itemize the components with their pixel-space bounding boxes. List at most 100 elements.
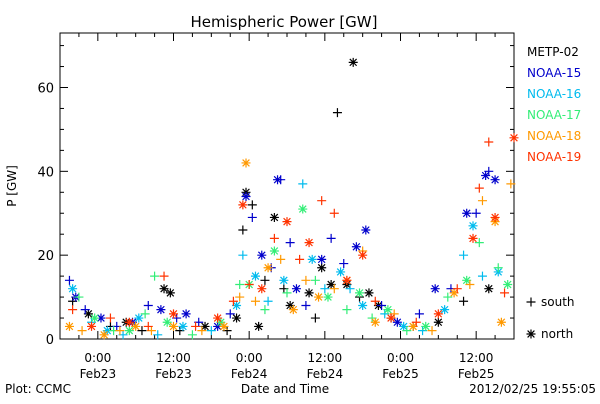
south-marker bbox=[443, 292, 453, 302]
north-marker bbox=[241, 158, 251, 168]
south-marker bbox=[332, 108, 342, 118]
south-marker bbox=[260, 305, 270, 315]
south-marker bbox=[459, 250, 469, 260]
south-marker bbox=[263, 296, 273, 306]
north-marker bbox=[216, 317, 226, 327]
north-marker bbox=[408, 321, 418, 331]
south-marker bbox=[235, 280, 245, 290]
south-marker bbox=[140, 309, 150, 319]
north-marker bbox=[213, 313, 223, 323]
north-marker bbox=[317, 254, 327, 264]
north-marker bbox=[361, 225, 371, 235]
x-tick-time-label: 0:00 bbox=[387, 351, 414, 365]
chart-title: Hemispheric Power [GW] bbox=[191, 13, 378, 31]
south-marker bbox=[493, 263, 503, 273]
y-tick-label: 20 bbox=[37, 249, 54, 264]
north-marker bbox=[285, 300, 295, 310]
plot-credit: Plot: CCMC bbox=[5, 382, 71, 396]
south-marker bbox=[471, 208, 481, 218]
south-marker bbox=[310, 313, 320, 323]
south-marker bbox=[143, 300, 153, 310]
south-marker bbox=[326, 233, 336, 243]
legend-entry: NOAA-16 bbox=[527, 87, 581, 101]
north-marker bbox=[96, 313, 106, 323]
north-marker bbox=[358, 300, 368, 310]
north-marker bbox=[348, 57, 358, 67]
south-marker bbox=[370, 296, 380, 306]
legend-entry: NOAA-19 bbox=[527, 150, 581, 164]
south-marker bbox=[329, 208, 339, 218]
x-tick-time-label: 0:00 bbox=[84, 351, 111, 365]
south-legend-symbol bbox=[526, 297, 536, 307]
south-marker bbox=[465, 280, 475, 290]
north-marker bbox=[304, 288, 314, 298]
x-tick-date-label: Feb25 bbox=[382, 367, 419, 381]
north-marker bbox=[232, 313, 242, 323]
north-marker bbox=[342, 275, 352, 285]
south-marker bbox=[105, 313, 115, 323]
north-marker bbox=[509, 133, 519, 143]
north-marker bbox=[254, 321, 264, 331]
north-marker bbox=[314, 292, 324, 302]
y-tick-label: 0 bbox=[46, 333, 54, 348]
south-marker bbox=[247, 212, 257, 222]
south-marker bbox=[64, 275, 74, 285]
legend-entry: NOAA-15 bbox=[527, 66, 581, 80]
south-marker bbox=[143, 321, 153, 331]
x-tick-date-label: Feb24 bbox=[231, 367, 268, 381]
x-tick-date-label: Feb23 bbox=[80, 367, 117, 381]
north-marker bbox=[462, 275, 472, 285]
south-marker bbox=[427, 326, 437, 336]
series-noaa-19 bbox=[68, 133, 519, 331]
north-marker bbox=[433, 309, 443, 319]
north-marker bbox=[490, 175, 500, 185]
x-tick-date-label: Feb25 bbox=[458, 367, 495, 381]
south-marker bbox=[276, 175, 286, 185]
legend-entry: NOAA-17 bbox=[527, 108, 581, 122]
south-marker bbox=[74, 292, 84, 302]
north-marker bbox=[162, 317, 172, 327]
north-marker bbox=[99, 330, 109, 340]
x-tick-time-label: 12:00 bbox=[459, 351, 494, 365]
south-marker bbox=[301, 300, 311, 310]
marker-legend-label: south bbox=[541, 295, 575, 309]
north-marker bbox=[64, 321, 74, 331]
north-marker bbox=[282, 217, 292, 227]
north-marker bbox=[124, 326, 134, 336]
y-tick-label: 60 bbox=[37, 81, 54, 96]
legend: METP-02 NOAA-15 NOAA-16 NOAA-17 NOAA-18 NOAA-… bbox=[527, 45, 581, 164]
x-tick-date-label: Feb24 bbox=[307, 367, 344, 381]
north-marker bbox=[468, 221, 478, 231]
north-marker bbox=[355, 288, 365, 298]
south-marker bbox=[295, 254, 305, 264]
north-marker bbox=[257, 250, 267, 260]
x-axis-label: Date and Time bbox=[241, 382, 329, 396]
south-marker bbox=[228, 296, 238, 306]
north-marker bbox=[178, 321, 188, 331]
x-tick-time-label: 12:00 bbox=[156, 351, 191, 365]
south-marker bbox=[238, 225, 248, 235]
north-marker bbox=[165, 288, 175, 298]
north-marker bbox=[90, 313, 100, 323]
north-marker bbox=[503, 280, 513, 290]
north-marker bbox=[386, 313, 396, 323]
north-marker bbox=[392, 317, 402, 327]
north-marker bbox=[481, 171, 491, 181]
south-marker bbox=[225, 309, 235, 319]
south-marker bbox=[301, 275, 311, 285]
series-noaa-17 bbox=[74, 204, 513, 340]
north-marker bbox=[200, 321, 210, 331]
north-marker bbox=[156, 305, 166, 315]
data-markers bbox=[64, 57, 519, 340]
y-tick-label: 40 bbox=[37, 165, 54, 180]
south-marker bbox=[411, 317, 421, 327]
south-marker bbox=[310, 275, 320, 285]
north-marker bbox=[370, 317, 380, 327]
north-marker bbox=[351, 242, 361, 252]
north-marker bbox=[269, 246, 279, 256]
south-marker bbox=[80, 305, 90, 315]
north-legend-symbol bbox=[526, 329, 536, 339]
south-marker bbox=[345, 284, 355, 294]
south-marker bbox=[339, 259, 349, 269]
